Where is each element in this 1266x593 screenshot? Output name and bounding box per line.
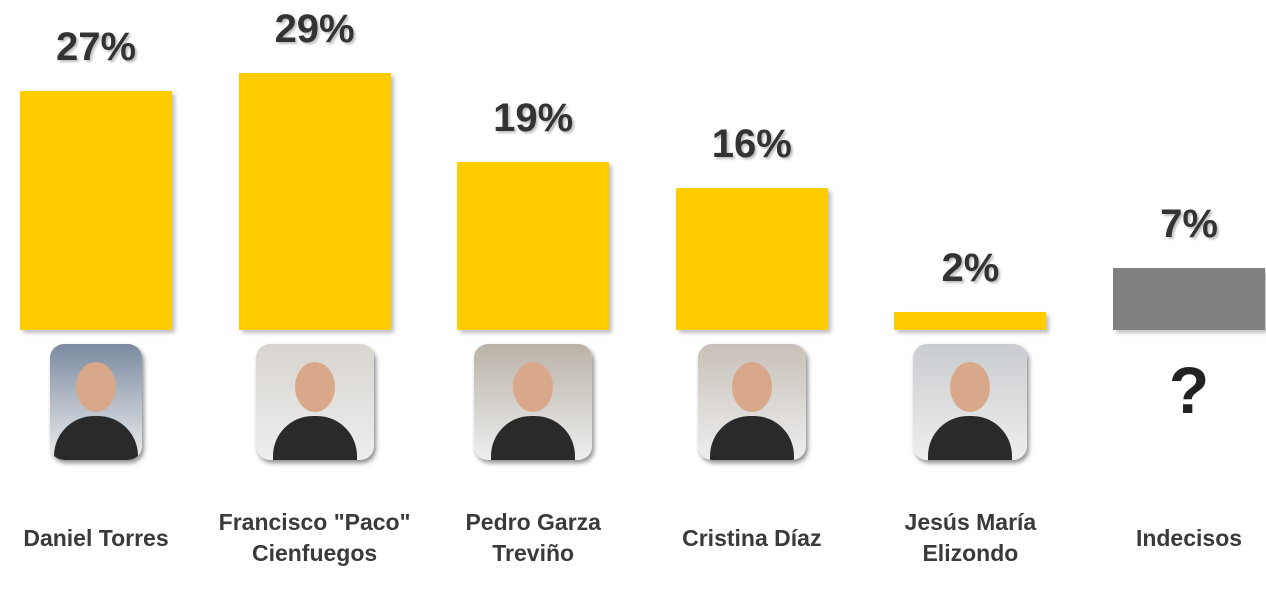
x-tick-label: Cristina Díaz (682, 524, 822, 551)
x-tick-label: Jesús María Elizondo (904, 509, 1037, 566)
bar (675, 188, 828, 330)
candidate-photo (255, 344, 374, 460)
value-label: 27% (55, 24, 137, 69)
photo-head (513, 362, 554, 412)
bar (238, 73, 391, 330)
photo-head (731, 362, 772, 412)
photo-body (491, 416, 576, 460)
candidate-photo (697, 344, 806, 460)
bar (457, 161, 610, 330)
photo-body (928, 416, 1013, 460)
unknown-icon: ? (1168, 353, 1210, 427)
value-label: 29% (274, 7, 355, 52)
photo-head (76, 362, 116, 412)
photo-body (54, 416, 138, 460)
candidate-photo (474, 344, 593, 460)
x-tick-label: Daniel Torres (23, 524, 169, 551)
value-label: 16% (711, 122, 792, 167)
photo-head (950, 362, 991, 412)
candidate-photo (913, 344, 1028, 460)
value-label: 2% (941, 246, 1000, 291)
x-tick-label: Pedro Garza Treviño (465, 509, 601, 566)
candidate-photo (50, 344, 142, 460)
bar (894, 312, 1047, 330)
value-label: 19% (493, 95, 574, 140)
value-label: 7% (1160, 201, 1218, 246)
x-tick-label: Indecisos (1135, 524, 1243, 551)
photo-body (272, 416, 357, 460)
bar (1113, 267, 1265, 330)
photo-body (709, 416, 794, 460)
x-tick-label: Francisco "Paco" Cienfuegos (218, 509, 411, 566)
photo-head (294, 362, 335, 412)
bar (20, 90, 172, 330)
